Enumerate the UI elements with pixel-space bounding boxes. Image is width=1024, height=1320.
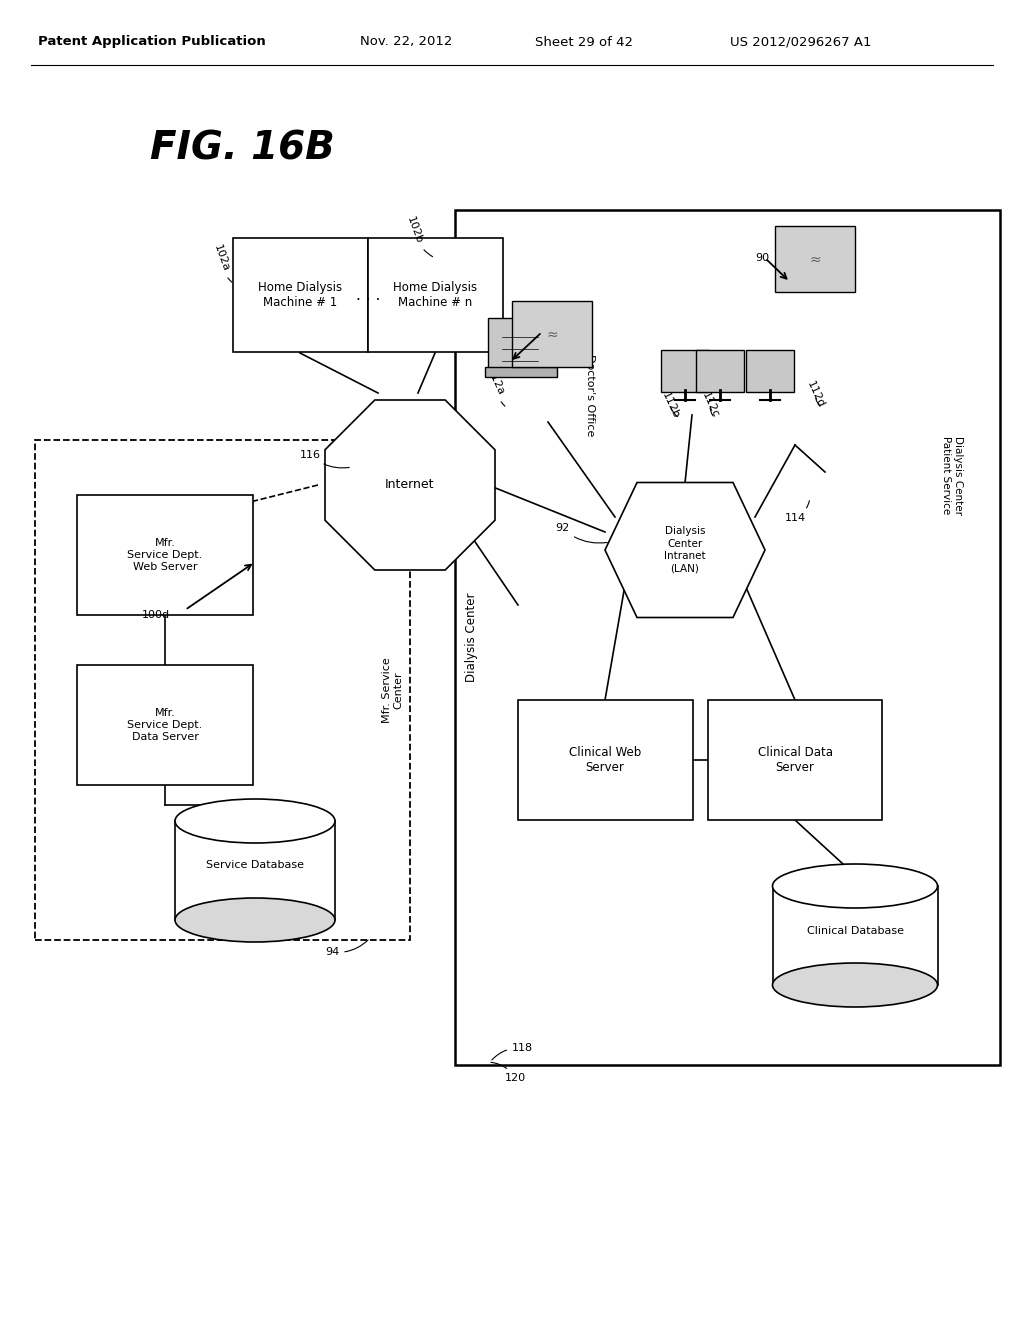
Ellipse shape (772, 865, 938, 908)
Text: Mfr.
Service Dept.
Data Server: Mfr. Service Dept. Data Server (127, 709, 203, 742)
Text: Service Database: Service Database (206, 861, 304, 870)
Text: Dialysis
Center
Intranet
(LAN): Dialysis Center Intranet (LAN) (665, 527, 706, 574)
Text: Dialysis Center: Dialysis Center (466, 593, 478, 682)
Text: 114: 114 (785, 500, 809, 523)
Text: Sheet 29 of 42: Sheet 29 of 42 (535, 36, 633, 49)
Polygon shape (325, 400, 495, 570)
Ellipse shape (772, 964, 938, 1007)
Text: 112c: 112c (700, 391, 721, 420)
Text: 112a: 112a (485, 367, 506, 407)
Text: Clinical Data
Server: Clinical Data Server (758, 746, 833, 774)
Text: US 2012/0296267 A1: US 2012/0296267 A1 (730, 36, 871, 49)
FancyBboxPatch shape (772, 886, 938, 985)
FancyBboxPatch shape (708, 700, 883, 820)
Ellipse shape (175, 799, 335, 843)
Text: FIG. 16B: FIG. 16B (150, 129, 335, 168)
FancyBboxPatch shape (368, 238, 503, 352)
Text: 112d: 112d (805, 380, 826, 411)
Text: 100d: 100d (142, 610, 170, 620)
Text: 90: 90 (755, 253, 769, 263)
FancyBboxPatch shape (517, 700, 692, 820)
Polygon shape (605, 483, 765, 618)
FancyBboxPatch shape (455, 210, 1000, 1065)
Text: 110: 110 (548, 322, 569, 333)
FancyBboxPatch shape (35, 440, 410, 940)
Text: Mfr. Service
Center: Mfr. Service Center (382, 657, 403, 723)
FancyBboxPatch shape (78, 665, 253, 785)
Text: ≈: ≈ (546, 327, 558, 342)
Text: Clinical Database: Clinical Database (807, 925, 903, 936)
FancyBboxPatch shape (175, 821, 335, 920)
Text: Patent Application Publication: Patent Application Publication (38, 36, 266, 49)
Text: 112b: 112b (660, 391, 681, 420)
Text: Mfr.
Service Dept.
Web Server: Mfr. Service Dept. Web Server (127, 539, 203, 572)
Text: Nov. 22, 2012: Nov. 22, 2012 (360, 36, 453, 49)
Text: 118: 118 (492, 1043, 534, 1060)
Text: 94: 94 (325, 940, 368, 957)
Text: 120: 120 (490, 1063, 526, 1082)
Text: Dialysis Center
Patient Service: Dialysis Center Patient Service (941, 436, 963, 515)
FancyBboxPatch shape (775, 226, 855, 292)
FancyBboxPatch shape (662, 350, 709, 392)
FancyBboxPatch shape (232, 238, 368, 352)
Text: Home Dialysis
Machine # 1: Home Dialysis Machine # 1 (258, 281, 342, 309)
Text: 116: 116 (300, 450, 349, 467)
FancyBboxPatch shape (746, 350, 794, 392)
FancyBboxPatch shape (78, 495, 253, 615)
FancyBboxPatch shape (485, 367, 557, 378)
Text: ≈: ≈ (809, 253, 821, 267)
Text: 102b: 102b (406, 215, 432, 256)
Text: Home Dialysis
Machine # n: Home Dialysis Machine # n (393, 281, 477, 309)
FancyBboxPatch shape (488, 318, 554, 372)
Text: 102a: 102a (212, 243, 231, 282)
Text: Internet: Internet (385, 479, 435, 491)
Text: Doctor's Office: Doctor's Office (585, 354, 595, 436)
Ellipse shape (175, 898, 335, 942)
Text: . . .: . . . (356, 288, 381, 302)
Text: Clinical Web
Server: Clinical Web Server (569, 746, 641, 774)
Text: 92: 92 (555, 523, 607, 543)
FancyBboxPatch shape (512, 301, 592, 367)
FancyBboxPatch shape (696, 350, 744, 392)
